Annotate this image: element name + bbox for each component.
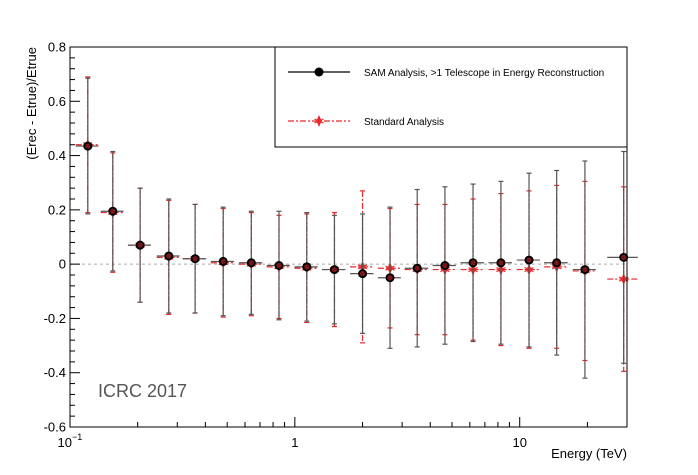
y-tick-label: 0.4: [48, 148, 66, 163]
data-series: [75, 76, 638, 379]
legend-box: [274, 46, 628, 148]
axis-ticks: -0.6-0.4-0.200.20.40.60.810 −1 1 10: [44, 40, 628, 450]
y-tick-label: 0: [59, 257, 66, 272]
data-point-overlay: [166, 253, 172, 259]
data-point-overlay: [387, 275, 393, 281]
y-tick-label: 0.2: [48, 202, 66, 217]
data-point-overlay: [110, 208, 116, 214]
data-point-overlay: [331, 266, 338, 273]
y-tick-label: 0.6: [48, 94, 66, 109]
y-axis-label: (Erec - Etrue)/Etrue: [24, 47, 39, 160]
y-tick-label: -0.4: [44, 365, 66, 380]
x-tick-label: 10: [58, 435, 72, 450]
data-point-overlay: [220, 258, 226, 265]
conference-annotation: ICRC 2017: [98, 381, 187, 401]
x-tick-label: 10: [512, 435, 526, 450]
data-point-overlay: [582, 266, 588, 273]
data-point-overlay: [192, 256, 198, 262]
data-point-overlay: [276, 262, 282, 269]
data-point-overlay: [137, 242, 143, 248]
data-point-overlay: [554, 260, 560, 266]
y-tick-label: -0.2: [44, 311, 66, 326]
series-sam: [75, 77, 638, 379]
data-point-overlay: [470, 260, 476, 266]
legend-label-standard: Standard Analysis: [364, 117, 444, 128]
data-point-overlay: [85, 143, 91, 149]
y-tick-label: 0.8: [48, 40, 66, 55]
x-axis-label: Energy (TeV): [551, 446, 627, 461]
x-tick-exponent: −1: [72, 432, 82, 442]
legend: SAM Analysis, >1 Telescope in Energy Rec…: [274, 46, 628, 148]
data-point-overlay: [304, 264, 310, 270]
data-point-overlay: [414, 265, 420, 271]
legend-marker-sam: [314, 67, 324, 77]
data-point-overlay: [248, 260, 254, 266]
legend-label-sam: SAM Analysis, >1 Telescope in Energy Rec…: [364, 68, 604, 79]
data-point-overlay: [359, 271, 366, 277]
data-point-overlay: [621, 254, 627, 260]
data-point-overlay: [442, 262, 448, 269]
legend-marker-standard: [314, 115, 324, 127]
y-tick-label: -0.6: [44, 420, 66, 435]
x-tick-label: 1: [291, 435, 298, 450]
data-point-overlay: [498, 260, 504, 266]
data-point-overlay: [526, 257, 532, 263]
